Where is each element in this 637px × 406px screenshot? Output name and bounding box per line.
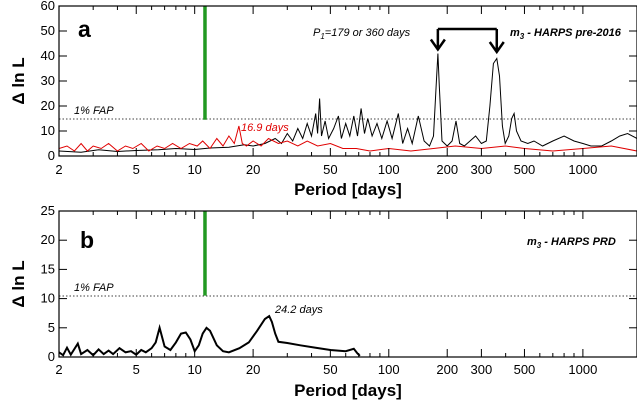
peak-label-b: 24.2 days bbox=[274, 304, 323, 316]
x-tick-label: 100 bbox=[378, 162, 400, 177]
x-tick-label: 5 bbox=[133, 162, 140, 177]
x-tick-labels-a: 2 5 10 20 50 100 200 300 500 1000 bbox=[55, 162, 597, 177]
arrow-head bbox=[488, 41, 505, 55]
y-tick-label: 20 bbox=[41, 98, 55, 113]
y-tick-label: 5 bbox=[48, 320, 55, 335]
y-tick-labels-b: 0 5 10 15 20 25 bbox=[41, 203, 55, 364]
p1-label: P1=179 or 360 days bbox=[313, 27, 411, 41]
y-tick-label: 10 bbox=[41, 291, 55, 306]
period-arrows bbox=[429, 27, 505, 55]
y-tick-label: 20 bbox=[41, 232, 55, 247]
y-axis-title-b: Δ ln L bbox=[9, 260, 28, 307]
x-tick-label: 100 bbox=[378, 362, 400, 377]
x-tick-label: 10 bbox=[187, 162, 201, 177]
y-tick-label: 40 bbox=[41, 48, 55, 63]
arrow-head bbox=[429, 38, 446, 52]
x-tick-label: 200 bbox=[436, 362, 458, 377]
x-tick-label: 50 bbox=[323, 362, 337, 377]
x-tick-labels-b: 2 5 10 20 50 100 200 300 500 1000 bbox=[55, 362, 597, 377]
y-tick-label: 0 bbox=[48, 148, 55, 163]
panel-letter-b: b bbox=[80, 227, 94, 253]
red-peak-label: 16.9 days bbox=[241, 122, 289, 134]
fap-label-b: 1% FAP bbox=[74, 282, 114, 294]
x-tick-label: 10 bbox=[187, 362, 201, 377]
panel-a: 0 10 20 30 40 50 60 2 5 10 20 50 100 200 300 500 1000 a… bbox=[9, 0, 637, 199]
x-axis-title-b: Period [days] bbox=[294, 381, 402, 400]
dataset-label-a: m3 - HARPS pre-2016 bbox=[510, 27, 622, 41]
fap-label-a: 1% FAP bbox=[74, 105, 114, 117]
series-line-red-a bbox=[59, 125, 637, 152]
y-tick-label: 25 bbox=[41, 203, 55, 218]
y-tick-label: 15 bbox=[41, 261, 55, 276]
x-tick-label: 500 bbox=[514, 162, 536, 177]
y-tick-labels-a: 0 10 20 30 40 50 60 bbox=[41, 0, 55, 163]
x-tick-label: 500 bbox=[514, 362, 536, 377]
x-tick-label: 20 bbox=[246, 162, 260, 177]
x-tick-label: 1000 bbox=[568, 162, 597, 177]
x-tick-label: 5 bbox=[133, 362, 140, 377]
x-tick-label: 2 bbox=[55, 362, 62, 377]
y-tick-label: 30 bbox=[41, 73, 55, 88]
tick-marks-b bbox=[58, 210, 637, 358]
series-line-black-a bbox=[59, 53, 637, 153]
y-tick-label: 50 bbox=[41, 23, 55, 38]
y-tick-label: 10 bbox=[41, 123, 55, 138]
panel-letter-a: a bbox=[78, 16, 91, 42]
series-line-black-b bbox=[59, 314, 361, 357]
plot-frame-b bbox=[58, 210, 637, 358]
tick-marks-a bbox=[58, 5, 637, 157]
x-tick-label: 200 bbox=[436, 162, 458, 177]
x-axis-title-a: Period [days] bbox=[294, 180, 402, 199]
x-tick-label: 1000 bbox=[568, 362, 597, 377]
x-tick-label: 300 bbox=[471, 162, 493, 177]
x-tick-label: 50 bbox=[323, 162, 337, 177]
y-axis-title-a: Δ ln L bbox=[9, 57, 28, 104]
x-tick-label: 20 bbox=[246, 362, 260, 377]
y-tick-label: 60 bbox=[41, 0, 55, 13]
x-tick-label: 2 bbox=[55, 162, 62, 177]
x-tick-label: 300 bbox=[471, 362, 493, 377]
y-tick-label: 0 bbox=[48, 349, 55, 364]
dataset-label-b: m3 - HARPS PRD bbox=[527, 236, 616, 250]
